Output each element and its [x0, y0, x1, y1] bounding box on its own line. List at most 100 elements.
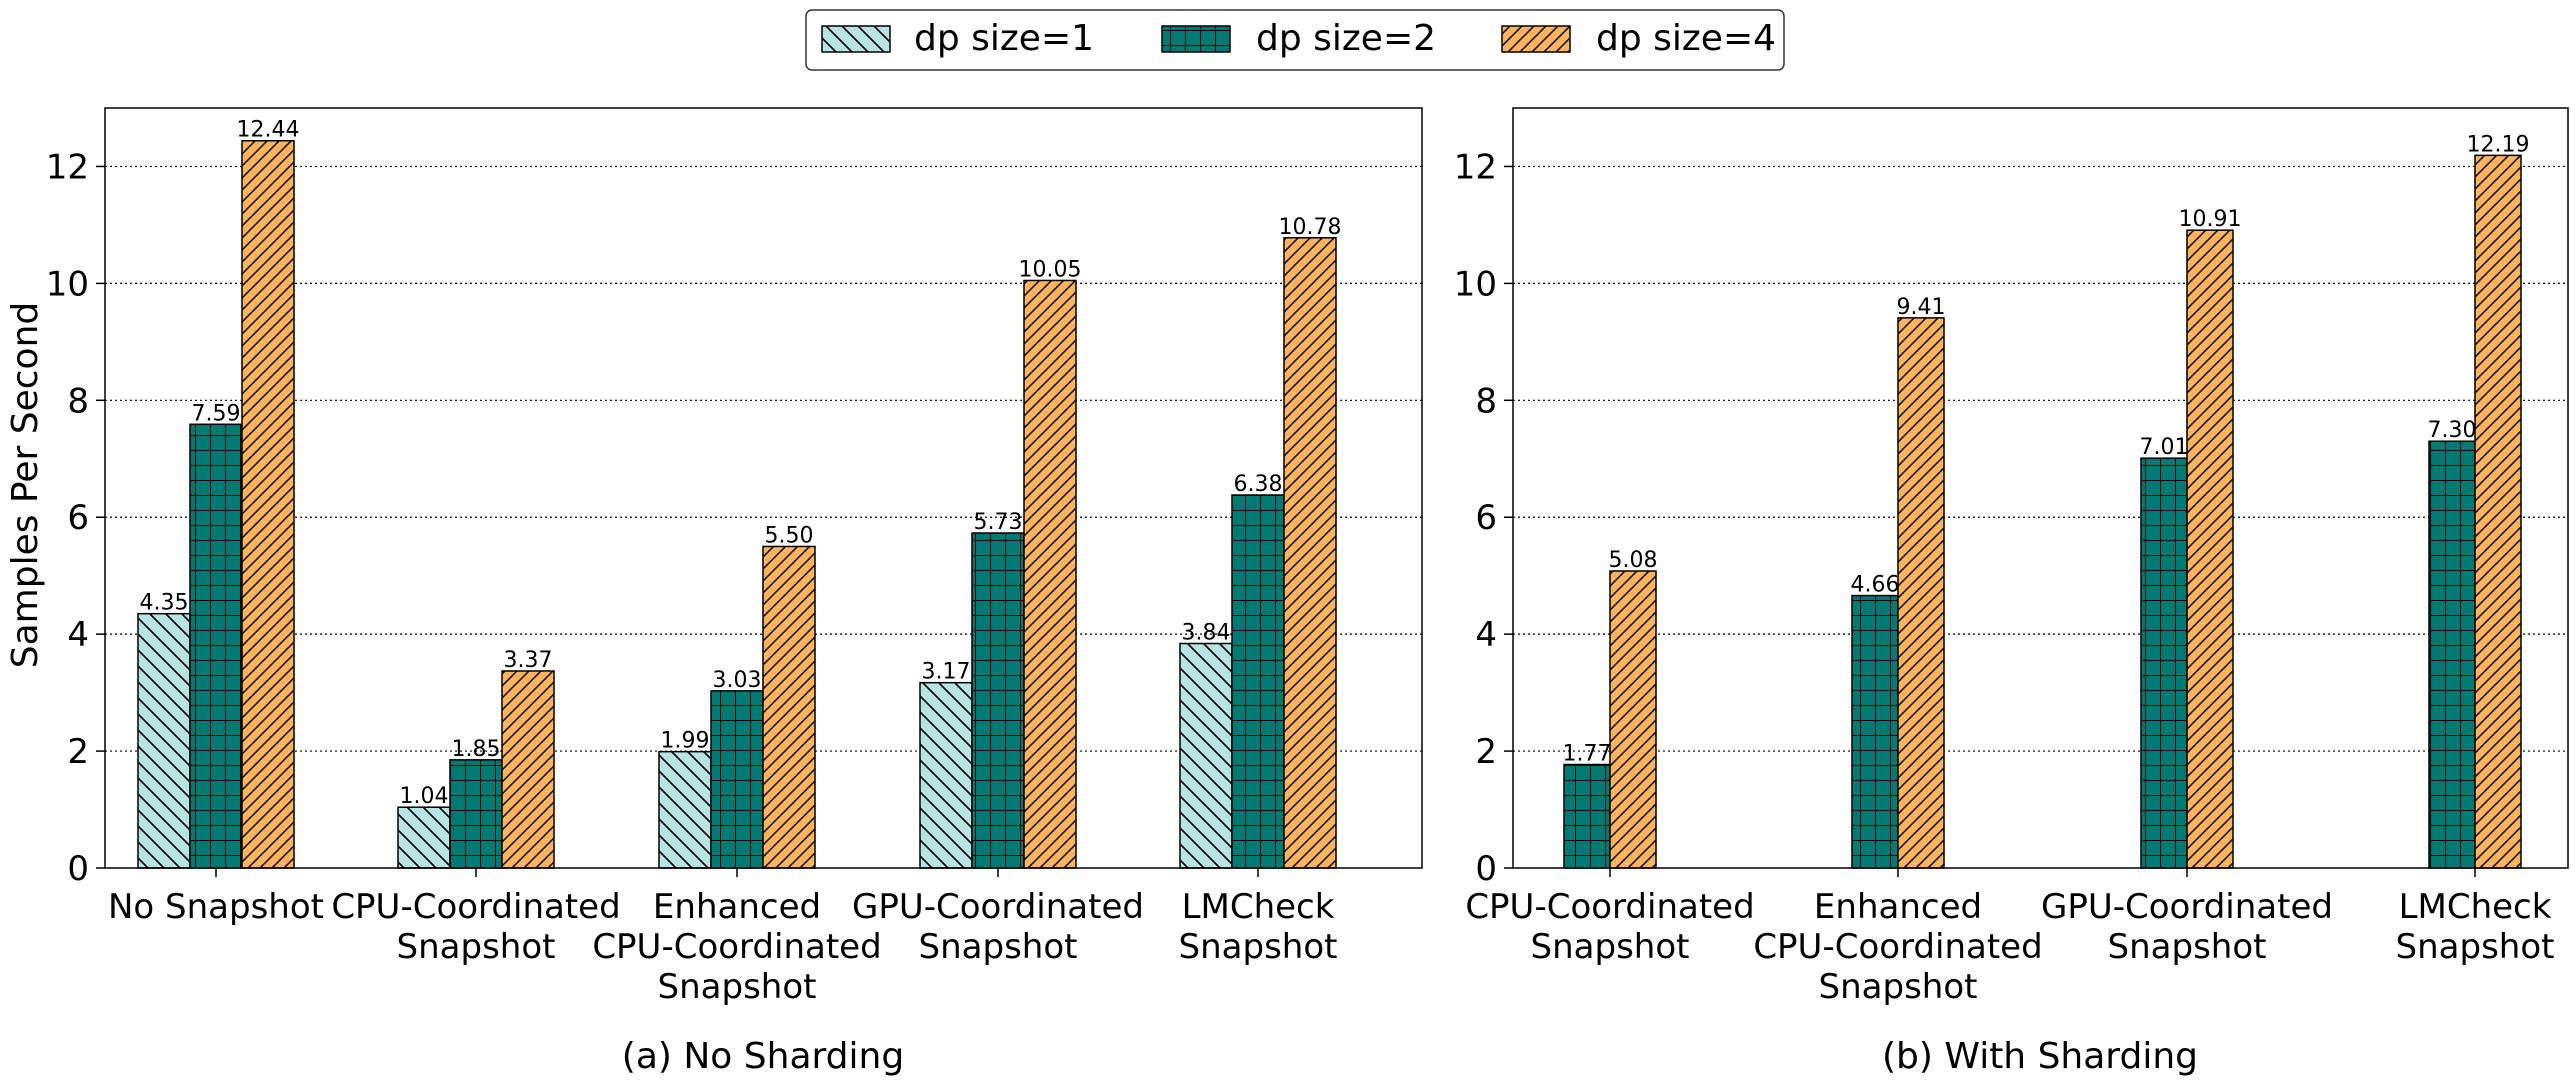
legend-swatch-dp1: [821, 25, 891, 53]
x-tick-label-a-1-0: CPU-Coordinated: [331, 887, 620, 927]
bar-value-label-a-dp-size-1-3: 3.17: [922, 660, 971, 685]
legend-label-dp4: dp size=4: [1596, 18, 1776, 59]
bar-value-label-a-dp-size-2-4: 6.38: [1234, 472, 1283, 497]
x-tick-label-a-3-0: GPU-Coordinated: [852, 887, 1144, 927]
bar-b-dp-size-2-2: [2140, 457, 2188, 869]
bar-a-dp-size-4-2: [762, 545, 816, 869]
bar-value-label-a-dp-size-4-2: 5.50: [765, 523, 814, 548]
x-tick-label-a-1-1: Snapshot: [397, 927, 556, 967]
panel-a-no-sharding: 4.35 7.59 12.44 1.041.85 3.37 1.99 3.03 5.50 3.1…: [46, 107, 1423, 1077]
legend-frame: [805, 9, 1785, 71]
x-tick-label-b-0-1: Snapshot: [1531, 927, 1690, 967]
bar-a-dp-size-1-3: [919, 681, 973, 869]
y-tick-label-a-6: 6: [67, 498, 89, 538]
bar-a-dp-size-2-2: [710, 690, 764, 869]
bar-a-dp-size-1-4: [1179, 642, 1233, 869]
panel-b-frame: [1512, 107, 2569, 869]
bar-value-label-a-dp-size-2-0: 7.59: [192, 401, 241, 426]
bar-value-label-a-dp-size-4-1: 3.37: [504, 648, 553, 673]
panel-b-bar-labels: 1.77 5.08 4.66 9.41 7.01 10.91 7.30 12.19: [1563, 132, 2530, 766]
x-tick-label-b-1-1: CPU-Coordinated: [1753, 927, 2042, 967]
bar-b-dp-size-4-1: [1897, 317, 1945, 869]
y-tick-label-a-12: 12: [46, 147, 89, 187]
y-tick-label-b-6: 6: [1475, 498, 1497, 538]
legend-swatch-dp2: [1161, 25, 1231, 53]
bar-b-dp-size-4-0: [1609, 570, 1657, 869]
bar-value-label-b-dp-size-4-3: 12.19: [2467, 132, 2530, 157]
bar-value-label-b-dp-size-4-0: 5.08: [1609, 548, 1658, 573]
bar-a-dp-size-1-1: [397, 806, 451, 869]
y-tick-label-a-8: 8: [67, 381, 89, 421]
x-tick-label-a-4-0: LMCheck: [1182, 887, 1335, 927]
legend-swatch-dp4: [1501, 25, 1571, 53]
panel-a-title: (a) No Sharding: [622, 1036, 904, 1077]
x-tick-label-a-2-0: Enhanced: [653, 887, 821, 927]
panel-b-title: (b) With Sharding: [1882, 1036, 2198, 1077]
bar-a-dp-size-2-4: [1231, 494, 1285, 869]
x-tick-label-a-0-0: No Snapshot: [108, 887, 324, 927]
y-tick-label-b-10: 10: [1454, 264, 1497, 304]
x-tick-label-a-2-1: CPU-Coordinated: [592, 927, 881, 967]
bar-a-dp-size-2-1: [449, 759, 503, 869]
y-tick-label-a-0: 0: [67, 849, 89, 889]
y-tick-label-a-2: 2: [67, 732, 89, 772]
bar-value-label-a-dp-size-1-0: 4.35: [140, 591, 189, 616]
panel-a-y-ticks: 0 2 4 6 8 10 12: [46, 147, 105, 889]
y-tick-label-b-12: 12: [1454, 147, 1497, 187]
bar-a-dp-size-4-0: [241, 139, 295, 869]
bar-a-dp-size-2-3: [971, 532, 1025, 869]
y-axis-label: Samples Per Second: [5, 302, 46, 669]
bar-b-dp-size-2-0: [1563, 763, 1611, 869]
bar-value-label-a-dp-size-2-3: 5.73: [974, 510, 1023, 535]
bar-a-dp-size-4-1: [501, 670, 555, 869]
bar-value-label-b-dp-size-2-1: 4.66: [1851, 573, 1900, 598]
bar-value-label-b-dp-size-2-2: 7.01: [2140, 435, 2189, 460]
panel-b-y-ticks: 0 2 4 6 8 10 12: [1454, 147, 1513, 889]
bar-value-label-a-dp-size-1-1: 1.04: [400, 784, 449, 809]
bar-value-label-b-dp-size-2-0: 1.77: [1563, 742, 1612, 767]
bar-value-label-b-dp-size-4-2: 10.91: [2179, 207, 2242, 232]
panel-b-x-ticks: CPU-CoordinatedSnapshotEnhancedCPU-Coord…: [1465, 868, 2554, 1007]
y-tick-label-b-4: 4: [1475, 615, 1497, 655]
panel-a-frame: [104, 107, 1423, 869]
y-tick-label-a-4: 4: [67, 615, 89, 655]
x-tick-label-b-3-1: Snapshot: [2396, 927, 2555, 967]
bar-a-dp-size-4-4: [1283, 237, 1337, 869]
bar-a-dp-size-2-0: [189, 423, 243, 869]
bar-b-dp-size-4-2: [2186, 229, 2234, 869]
panel-b-bars: [1563, 154, 2522, 869]
x-tick-label-b-2-1: Snapshot: [2108, 927, 2267, 967]
x-tick-label-b-0-0: CPU-Coordinated: [1465, 887, 1754, 927]
bar-value-label-a-dp-size-1-4: 3.84: [1182, 621, 1231, 646]
bar-value-label-b-dp-size-4-1: 9.41: [1897, 295, 1946, 320]
bar-a-dp-size-1-2: [658, 750, 712, 869]
panel-a-bar-labels: 4.35 7.59 12.44 1.041.85 3.37 1.99 3.03 5.50 3.1…: [140, 118, 1342, 809]
legend: dp size=1 dp size=2 dp size=4: [805, 9, 1785, 71]
panel-b-gridlines: [1513, 165, 2568, 752]
bar-b-dp-size-2-3: [2428, 440, 2476, 869]
x-tick-label-b-1-2: Snapshot: [1819, 967, 1978, 1007]
bar-value-label-a-dp-size-2-1: 1.85: [452, 737, 501, 762]
x-tick-label-a-3-1: Snapshot: [919, 927, 1078, 967]
x-tick-label-a-4-1: Snapshot: [1179, 927, 1338, 967]
panel-b-with-sharding: 1.77 5.08 4.66 9.41 7.01 10.91 7.30 12.19 0 2 4 6 8…: [1454, 107, 2569, 1077]
legend-label-dp1: dp size=1: [914, 18, 1094, 59]
y-tick-label-a-10: 10: [46, 264, 89, 304]
bar-value-label-a-dp-size-2-2: 3.03: [713, 668, 762, 693]
legend-label-dp2: dp size=2: [1256, 18, 1436, 59]
bar-value-label-a-dp-size-4-4: 10.78: [1279, 215, 1342, 240]
bar-value-label-a-dp-size-1-2: 1.99: [661, 729, 710, 754]
bar-value-label-a-dp-size-4-0: 12.44: [237, 118, 300, 143]
bar-b-dp-size-4-3: [2474, 154, 2522, 869]
panel-a-x-ticks: No Snapshot CPU-CoordinatedSnapshotEnhanc…: [108, 868, 1337, 1007]
bar-a-dp-size-4-3: [1023, 279, 1077, 869]
y-tick-label-b-2: 2: [1475, 732, 1497, 772]
x-tick-label-a-2-2: Snapshot: [658, 967, 817, 1007]
x-tick-label-b-2-0: GPU-Coordinated: [2041, 887, 2333, 927]
y-tick-label-b-0: 0: [1475, 849, 1497, 889]
x-tick-label-b-3-0: LMCheck: [2399, 887, 2552, 927]
panel-a-bars: [137, 139, 1337, 869]
bar-value-label-a-dp-size-4-3: 10.05: [1019, 257, 1082, 282]
bar-b-dp-size-2-1: [1851, 594, 1899, 869]
